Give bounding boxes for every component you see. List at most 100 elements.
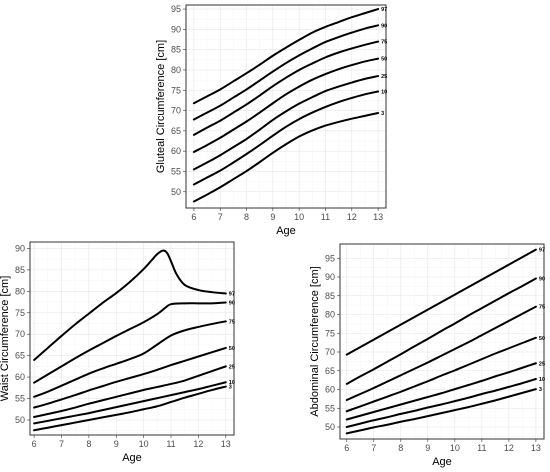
- abdominal-x-tick-label: 12: [504, 443, 514, 453]
- abdominal-panel-border: [339, 243, 545, 440]
- gluteal-y-tick-label: 50: [171, 187, 181, 197]
- gluteal-x-axis-title: Age: [276, 225, 296, 237]
- abdominal-x-tick-label: 8: [398, 443, 403, 453]
- waist-x-axis-title: Age: [122, 452, 142, 464]
- abdominal-y-tick-label: 65: [325, 366, 335, 376]
- waist-y-tick-label: 65: [15, 351, 25, 361]
- abdominal-x-tick-label: 7: [371, 443, 376, 453]
- waist-x-tick-label: 10: [139, 439, 149, 449]
- gluteal-y-tick-label: 55: [171, 166, 181, 176]
- abdominal-y-tick-label: 95: [325, 253, 335, 263]
- gluteal-y-tick-label: 80: [171, 65, 181, 75]
- gluteal-percentile-90-label: 90: [381, 23, 387, 29]
- abdominal-y-tick-label: 75: [325, 328, 335, 338]
- abdominal-x-tick-label: 13: [531, 443, 541, 453]
- waist-percentile-50-label: 50: [229, 346, 235, 352]
- abdominal-percentile-50-label: 50: [539, 336, 545, 342]
- waist-percentile-3-curve: [33, 385, 227, 432]
- gluteal-percentile-75-curve: [192, 40, 380, 136]
- gluteal-x-tick-label: 11: [321, 212, 330, 222]
- gluteal-percentile-75-label: 75: [381, 40, 387, 46]
- abdominal-percentile-90-label: 90: [539, 277, 545, 283]
- waist-x-tick-label: 13: [221, 439, 231, 449]
- abdominal-percentile-3-label: 3: [539, 387, 542, 393]
- gluteal-percentile-50-curve: [192, 57, 380, 153]
- abdominal-percentile-25-label: 25: [539, 361, 545, 367]
- abdominal-x-tick-label: 6: [344, 443, 349, 453]
- abdominal-x-tick-label: 11: [477, 443, 486, 453]
- abdominal-y-tick-label: 85: [325, 291, 335, 301]
- gluteal-percentile-25-label: 25: [381, 74, 387, 80]
- gluteal-x-tick-label: 7: [218, 212, 223, 222]
- abdominal-percentile-25-curve: [345, 362, 537, 421]
- gluteal-percentile-3-label: 3: [381, 111, 384, 117]
- waist-x-tick-label: 9: [114, 439, 119, 449]
- gluteal-x-tick-label: 13: [373, 212, 383, 222]
- waist-percentile-97-curve: [33, 249, 227, 361]
- abdominal-y-tick-label: 50: [325, 422, 335, 432]
- abdominal-percentile-97-label: 97: [539, 248, 545, 254]
- waist-x-tick-label: 8: [86, 439, 91, 449]
- abdominal-percentile-97-curve: [345, 248, 537, 356]
- waist-x-tick-label: 12: [193, 439, 203, 449]
- gluteal-x-tick-label: 8: [244, 212, 249, 222]
- abdominal-percentile-10-curve: [345, 378, 537, 428]
- gluteal-y-tick-label: 70: [171, 106, 181, 116]
- waist-percentile-75-curve: [33, 320, 227, 398]
- waist-x-tick-label: 11: [166, 439, 175, 449]
- waist-percentile-10-curve: [33, 381, 227, 425]
- gluteal-percentile-25-curve: [192, 75, 380, 171]
- gluteal-x-tick-label: 10: [294, 212, 304, 222]
- abdominal-x-tick-label: 9: [425, 443, 430, 453]
- gluteal-y-tick-label: 90: [171, 24, 181, 34]
- abdominal-percentile-75-label: 75: [539, 305, 545, 311]
- abdominal-x-axis-title: Age: [432, 456, 452, 468]
- waist-y-tick-label: 85: [15, 265, 25, 275]
- waist-percentile-90-label: 90: [229, 300, 235, 306]
- waist-y-axis-title: Waist Circumference [cm]: [0, 276, 11, 402]
- gluteal-y-tick-label: 60: [171, 146, 181, 156]
- gluteal-y-tick-label: 85: [171, 45, 181, 55]
- abdominal-percentile-10-label: 10: [539, 377, 545, 383]
- waist-y-tick-label: 50: [15, 415, 25, 425]
- gluteal-percentile-10-curve: [192, 90, 380, 186]
- waist-percentile-90-curve: [33, 301, 227, 384]
- abdominal-y-tick-label: 60: [325, 385, 335, 395]
- abdominal-y-axis-title: Abdominal Circumference [cm]: [309, 266, 321, 416]
- waist-y-tick-label: 70: [15, 329, 25, 339]
- waist-x-tick-label: 6: [32, 439, 37, 449]
- gluteal-x-tick-label: 6: [191, 212, 196, 222]
- abdominal-percentile-90-curve: [345, 277, 537, 385]
- gluteal-y-tick-label: 65: [171, 126, 181, 136]
- abdominal-circumference-panel: 6 7 8 9 10 11 12 13 50 55 60 65 70 75 80 85 90 95 97 90 75 50…: [309, 243, 545, 468]
- waist-x-tick-label: 7: [59, 439, 64, 449]
- waist-circumference-panel: 6 7 8 9 10 11 12 13 50 55 60 65 70 75 80 85 90 97 90 75 50 25…: [0, 241, 235, 464]
- waist-y-tick-label: 55: [15, 394, 25, 404]
- waist-percentile-50-curve: [33, 346, 227, 409]
- gluteal-x-tick-label: 12: [347, 212, 357, 222]
- gluteal-y-tick-label: 75: [171, 85, 181, 95]
- waist-y-tick-label: 90: [15, 243, 25, 253]
- waist-y-tick-label: 75: [15, 308, 25, 318]
- gluteal-percentile-3-curve: [192, 112, 380, 203]
- waist-percentile-25-curve: [33, 365, 227, 418]
- abdominal-x-tick-label: 10: [450, 443, 460, 453]
- gluteal-percentile-10-label: 10: [381, 89, 387, 95]
- abdominal-percentile-75-curve: [345, 305, 537, 401]
- gluteal-percentile-97-label: 97: [381, 7, 387, 13]
- waist-y-tick-label: 60: [15, 372, 25, 382]
- abdominal-y-tick-label: 55: [325, 403, 335, 413]
- abdominal-percentile-50-curve: [345, 336, 537, 413]
- gluteal-percentile-90-curve: [192, 24, 380, 121]
- waist-y-tick-label: 80: [15, 286, 25, 296]
- waist-percentile-3-label: 3: [229, 385, 232, 391]
- abdominal-y-tick-label: 70: [325, 347, 335, 357]
- gluteal-percentile-50-label: 50: [381, 57, 387, 63]
- abdominal-percentile-3-curve: [345, 388, 537, 435]
- waist-percentile-10-label: 10: [229, 380, 235, 386]
- waist-percentile-75-label: 75: [229, 319, 235, 325]
- gluteal-circumference-panel: 6 7 8 9 10 11 12 13 50 55 60 65 70 75 80 85 90 95 97 90 75 50…: [155, 4, 387, 237]
- waist-panel-border: [29, 241, 235, 436]
- abdominal-y-tick-label: 80: [325, 310, 335, 320]
